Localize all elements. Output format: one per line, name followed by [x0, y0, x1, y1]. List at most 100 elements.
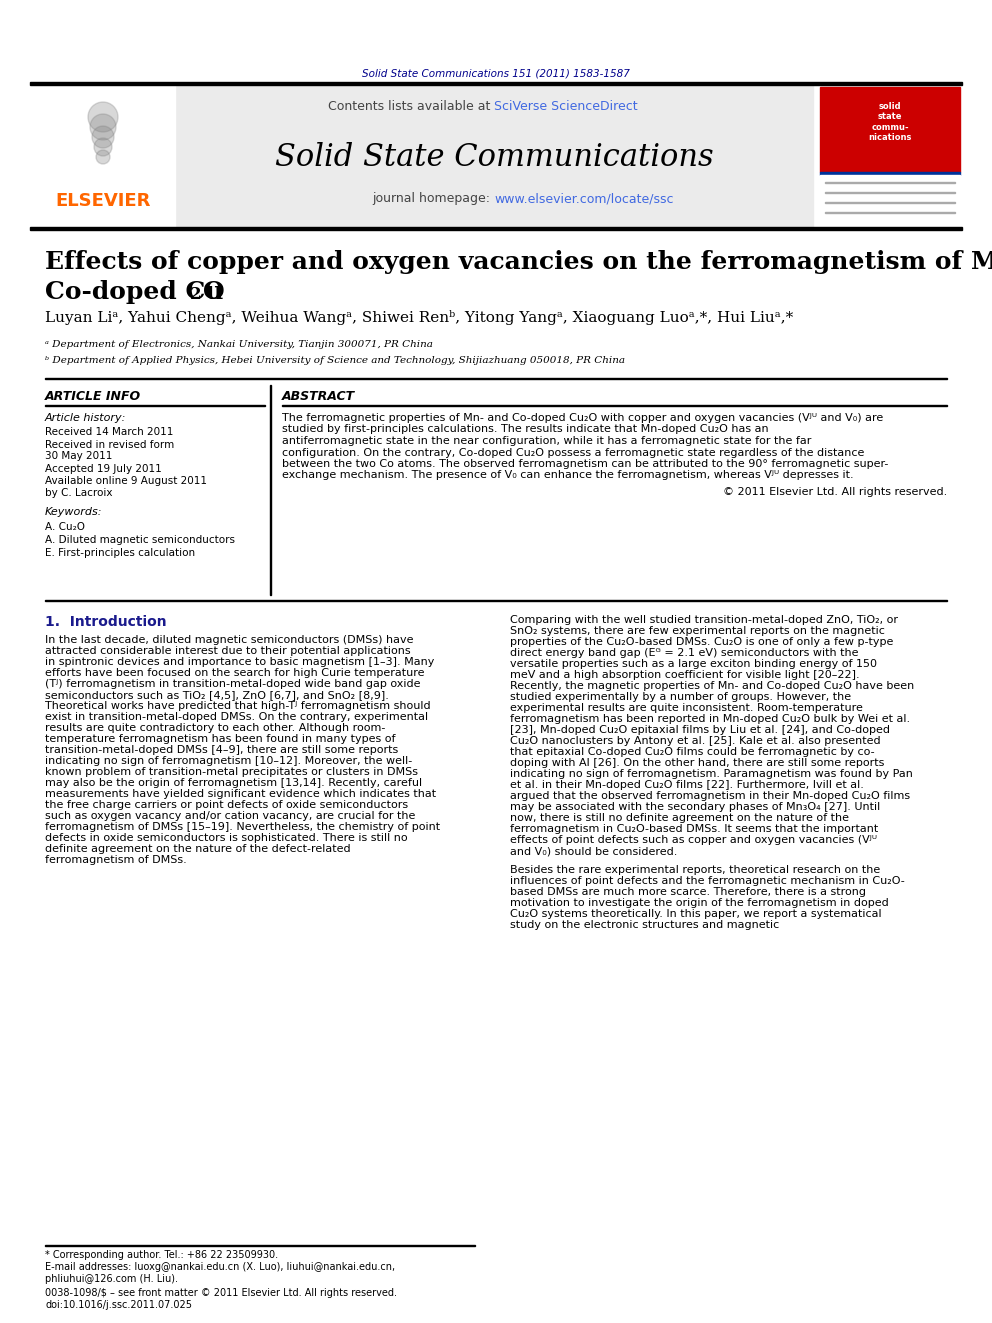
Circle shape — [92, 126, 114, 148]
Text: may be associated with the secondary phases of Mn₃O₄ [27]. Until: may be associated with the secondary pha… — [510, 802, 880, 812]
Text: In the last decade, diluted magnetic semiconductors (DMSs) have: In the last decade, diluted magnetic sem… — [45, 635, 414, 646]
Bar — [30, 82, 962, 85]
Text: in spintronic devices and importance to basic magnetism [1–3]. Many: in spintronic devices and importance to … — [45, 658, 434, 667]
Text: influences of point defects and the ferromagnetic mechanism in Cu₂O-: influences of point defects and the ferr… — [510, 876, 905, 886]
Text: [23], Mn-doped Cu₂O epitaxial films by Liu et al. [24], and Co-doped: [23], Mn-doped Cu₂O epitaxial films by L… — [510, 725, 890, 736]
Text: SciVerse ScienceDirect: SciVerse ScienceDirect — [494, 101, 638, 112]
Text: based DMSs are much more scarce. Therefore, there is a strong: based DMSs are much more scarce. Therefo… — [510, 886, 866, 897]
Text: ferromagnetism has been reported in Mn-doped Cu₂O bulk by Wei et al.: ferromagnetism has been reported in Mn-d… — [510, 714, 910, 724]
Text: phliuhui@126.com (H. Liu).: phliuhui@126.com (H. Liu). — [45, 1274, 178, 1285]
Text: Received in revised form: Received in revised form — [45, 441, 175, 450]
Text: Solid State Communications 151 (2011) 1583-1587: Solid State Communications 151 (2011) 15… — [362, 67, 630, 78]
Bar — [270, 385, 271, 595]
Text: Comparing with the well studied transition-metal-doped ZnO, TiO₂, or: Comparing with the well studied transiti… — [510, 615, 898, 624]
Text: such as oxygen vacancy and/or cation vacancy, are crucial for the: such as oxygen vacancy and/or cation vac… — [45, 811, 416, 822]
Text: exist in transition-metal-doped DMSs. On the contrary, experimental: exist in transition-metal-doped DMSs. On… — [45, 712, 429, 722]
Text: ferromagnetism of DMSs.: ferromagnetism of DMSs. — [45, 855, 186, 865]
Text: temperature ferromagnetism has been found in many types of: temperature ferromagnetism has been foun… — [45, 734, 396, 744]
Text: Article history:: Article history: — [45, 413, 126, 423]
Bar — [30, 228, 962, 230]
Text: defects in oxide semiconductors is sophisticated. There is still no: defects in oxide semiconductors is sophi… — [45, 833, 408, 843]
Text: the free charge carriers or point defects of oxide semiconductors: the free charge carriers or point defect… — [45, 800, 408, 810]
Text: Available online 9 August 2011: Available online 9 August 2011 — [45, 476, 207, 486]
Text: Recently, the magnetic properties of Mn- and Co-doped Cu₂O have been: Recently, the magnetic properties of Mn-… — [510, 681, 915, 691]
Text: A. Cu₂O: A. Cu₂O — [45, 523, 85, 532]
Text: Contents lists available at: Contents lists available at — [327, 101, 494, 112]
Text: by C. Lacroix: by C. Lacroix — [45, 488, 112, 497]
Text: direct energy band gap (Eᴳ = 2.1 eV) semiconductors with the: direct energy band gap (Eᴳ = 2.1 eV) sem… — [510, 648, 858, 658]
Text: versatile properties such as a large exciton binding energy of 150: versatile properties such as a large exc… — [510, 659, 877, 669]
Text: configuration. On the contrary, Co-doped Cu₂O possess a ferromagnetic state rega: configuration. On the contrary, Co-doped… — [282, 447, 864, 458]
Text: O: O — [203, 280, 225, 304]
Text: effects of point defects such as copper and oxygen vacancies (Vᴶᵁ: effects of point defects such as copper … — [510, 835, 877, 845]
Text: The ferromagnetic properties of Mn- and Co-doped Cu₂O with copper and oxygen vac: The ferromagnetic properties of Mn- and … — [282, 413, 883, 423]
Bar — [30, 85, 175, 228]
Text: ferromagnetism in Cu₂O-based DMSs. It seems that the important: ferromagnetism in Cu₂O-based DMSs. It se… — [510, 824, 878, 833]
Bar — [820, 87, 960, 172]
Text: ᵇ Department of Applied Physics, Hebei University of Science and Technology, Shi: ᵇ Department of Applied Physics, Hebei U… — [45, 356, 625, 365]
Text: motivation to investigate the origin of the ferromagnetism in doped: motivation to investigate the origin of … — [510, 898, 889, 908]
Text: argued that the observed ferromagnetism in their Mn-doped Cu₂O films: argued that the observed ferromagnetism … — [510, 791, 910, 800]
Bar — [175, 85, 813, 228]
Text: 0038-1098/$ – see front matter © 2011 Elsevier Ltd. All rights reserved.: 0038-1098/$ – see front matter © 2011 El… — [45, 1289, 397, 1298]
Text: meV and a high absorption coefficient for visible light [20–22].: meV and a high absorption coefficient fo… — [510, 669, 860, 680]
Text: Effects of copper and oxygen vacancies on the ferromagnetism of Mn- and: Effects of copper and oxygen vacancies o… — [45, 250, 992, 274]
Text: doping with Al [26]. On the other hand, there are still some reports: doping with Al [26]. On the other hand, … — [510, 758, 885, 767]
Text: Besides the rare experimental reports, theoretical research on the: Besides the rare experimental reports, t… — [510, 865, 880, 875]
Text: © 2011 Elsevier Ltd. All rights reserved.: © 2011 Elsevier Ltd. All rights reserved… — [723, 487, 947, 497]
Text: E. First-principles calculation: E. First-principles calculation — [45, 548, 195, 558]
Text: 1.  Introduction: 1. Introduction — [45, 615, 167, 628]
Text: ABSTRACT: ABSTRACT — [282, 390, 355, 404]
Text: Cu₂O systems theoretically. In this paper, we report a systematical: Cu₂O systems theoretically. In this pape… — [510, 909, 882, 919]
Text: attracted considerable interest due to their potential applications: attracted considerable interest due to t… — [45, 646, 411, 656]
Text: solid
state
commu-
nications: solid state commu- nications — [868, 102, 912, 142]
Text: Luyan Liᵃ, Yahui Chengᵃ, Weihua Wangᵃ, Shiwei Renᵇ, Yitong Yangᵃ, Xiaoguang Luoᵃ: Luyan Liᵃ, Yahui Chengᵃ, Weihua Wangᵃ, S… — [45, 310, 794, 325]
Bar — [818, 85, 962, 228]
Text: A. Diluted magnetic semiconductors: A. Diluted magnetic semiconductors — [45, 534, 235, 545]
Bar — [820, 172, 960, 175]
Text: now, there is still no definite agreement on the nature of the: now, there is still no definite agreemen… — [510, 814, 849, 823]
Text: exchange mechanism. The presence of V₀ can enhance the ferromagnetism, whereas V: exchange mechanism. The presence of V₀ c… — [282, 471, 854, 480]
Text: efforts have been focused on the search for high Curie temperature: efforts have been focused on the search … — [45, 668, 425, 677]
Text: * Corresponding author. Tel.: +86 22 23509930.: * Corresponding author. Tel.: +86 22 235… — [45, 1250, 278, 1259]
Text: Accepted 19 July 2011: Accepted 19 July 2011 — [45, 464, 162, 474]
Bar — [820, 175, 960, 225]
Text: measurements have yielded significant evidence which indicates that: measurements have yielded significant ev… — [45, 789, 436, 799]
Text: study on the electronic structures and magnetic: study on the electronic structures and m… — [510, 919, 780, 930]
Text: that epitaxial Co-doped Cu₂O films could be ferromagnetic by co-: that epitaxial Co-doped Cu₂O films could… — [510, 747, 875, 757]
Text: (Tᴶ) ferromagnetism in transition-metal-doped wide band gap oxide: (Tᴶ) ferromagnetism in transition-metal-… — [45, 679, 421, 689]
Text: results are quite contradictory to each other. Although room-: results are quite contradictory to each … — [45, 722, 385, 733]
Text: semiconductors such as TiO₂ [4,5], ZnO [6,7], and SnO₂ [8,9].: semiconductors such as TiO₂ [4,5], ZnO [… — [45, 691, 389, 700]
Text: journal homepage:: journal homepage: — [372, 192, 494, 205]
Text: antiferromagnetic state in the near configuration, while it has a ferromagnetic : antiferromagnetic state in the near conf… — [282, 437, 811, 446]
Text: et al. in their Mn-doped Cu₂O films [22]. Furthermore, Ivill et al.: et al. in their Mn-doped Cu₂O films [22]… — [510, 781, 864, 790]
Text: Theoretical works have predicted that high-Tᴶ ferromagnetism should: Theoretical works have predicted that hi… — [45, 701, 431, 710]
Text: Co-doped Cu: Co-doped Cu — [45, 280, 223, 304]
Text: Keywords:: Keywords: — [45, 507, 102, 517]
Text: and V₀) should be considered.: and V₀) should be considered. — [510, 845, 678, 856]
Circle shape — [96, 149, 110, 164]
Text: E-mail addresses: luoxg@nankai.edu.cn (X. Luo), liuhui@nankai.edu.cn,: E-mail addresses: luoxg@nankai.edu.cn (X… — [45, 1262, 395, 1271]
Text: doi:10.1016/j.ssc.2011.07.025: doi:10.1016/j.ssc.2011.07.025 — [45, 1301, 192, 1310]
Text: definite agreement on the nature of the defect-related: definite agreement on the nature of the … — [45, 844, 350, 855]
Text: Solid State Communications: Solid State Communications — [275, 142, 713, 173]
Text: SnO₂ systems, there are few experimental reports on the magnetic: SnO₂ systems, there are few experimental… — [510, 626, 885, 636]
Text: may also be the origin of ferromagnetism [13,14]. Recently, careful: may also be the origin of ferromagnetism… — [45, 778, 423, 789]
Text: indicating no sign of ferromagnetism. Paramagnetism was found by Pan: indicating no sign of ferromagnetism. Pa… — [510, 769, 913, 779]
Circle shape — [90, 114, 116, 140]
Text: Cu₂O nanoclusters by Antony et al. [25]. Kale et al. also presented: Cu₂O nanoclusters by Antony et al. [25].… — [510, 736, 881, 746]
Text: transition-metal-doped DMSs [4–9], there are still some reports: transition-metal-doped DMSs [4–9], there… — [45, 745, 398, 755]
Text: indicating no sign of ferromagnetism [10–12]. Moreover, the well-: indicating no sign of ferromagnetism [10… — [45, 755, 413, 766]
Text: 2: 2 — [190, 286, 201, 303]
Circle shape — [94, 138, 112, 156]
Text: between the two Co atoms. The observed ferromagnetism can be attributed to the 9: between the two Co atoms. The observed f… — [282, 459, 889, 468]
Text: studied by first-principles calculations. The results indicate that Mn-doped Cu₂: studied by first-principles calculations… — [282, 425, 769, 434]
Text: www.elsevier.com/locate/ssc: www.elsevier.com/locate/ssc — [494, 192, 674, 205]
Text: 30 May 2011: 30 May 2011 — [45, 451, 112, 460]
Text: ferromagnetism of DMSs [15–19]. Nevertheless, the chemistry of point: ferromagnetism of DMSs [15–19]. Neverthe… — [45, 822, 440, 832]
Circle shape — [88, 102, 118, 132]
Text: Received 14 March 2011: Received 14 March 2011 — [45, 427, 174, 437]
Text: studied experimentally by a number of groups. However, the: studied experimentally by a number of gr… — [510, 692, 851, 703]
Text: ELSEVIER: ELSEVIER — [56, 192, 151, 210]
Text: known problem of transition-metal precipitates or clusters in DMSs: known problem of transition-metal precip… — [45, 767, 418, 777]
